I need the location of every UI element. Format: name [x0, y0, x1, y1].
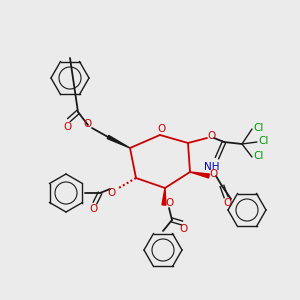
Text: Cl: Cl [253, 151, 263, 161]
Polygon shape [162, 188, 166, 205]
Text: O: O [157, 124, 165, 134]
Polygon shape [107, 135, 130, 148]
Polygon shape [190, 172, 209, 178]
Text: Cl: Cl [258, 136, 268, 146]
Text: O: O [223, 198, 231, 208]
Text: O: O [108, 188, 116, 198]
Text: NH: NH [204, 162, 220, 172]
Text: O: O [207, 131, 215, 141]
Text: O: O [179, 224, 187, 234]
Text: Cl: Cl [253, 123, 263, 133]
Text: O: O [165, 198, 173, 208]
Text: O: O [63, 122, 71, 132]
Text: O: O [210, 169, 218, 179]
Text: O: O [83, 119, 91, 129]
Text: O: O [90, 204, 98, 214]
